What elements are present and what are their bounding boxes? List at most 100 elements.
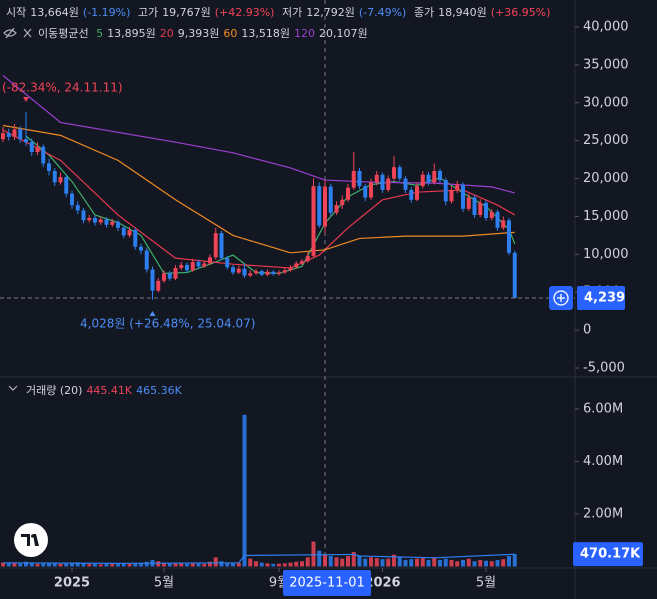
candle-body <box>501 220 506 228</box>
volume-bar <box>392 554 396 567</box>
volume-bar <box>185 563 189 567</box>
candle-body <box>121 227 126 236</box>
volume-bar <box>397 557 402 567</box>
volume-bar <box>93 563 97 567</box>
volume-bar <box>24 561 28 567</box>
volume-bar <box>449 559 454 567</box>
add-button-icon <box>553 290 569 306</box>
candle-body <box>167 273 172 279</box>
candle-body <box>179 264 184 268</box>
candle-body <box>156 280 161 291</box>
y-tick-label: 15,000 <box>583 209 629 224</box>
ma-period: 60 <box>223 27 238 40</box>
candle-body <box>351 170 356 188</box>
volume-bar <box>1 562 5 567</box>
y-tick-label: 30,000 <box>583 95 629 110</box>
candle-body <box>420 174 425 187</box>
volume-bar <box>351 552 356 567</box>
candle-body <box>282 270 287 273</box>
candle-body <box>58 177 63 183</box>
price-label: 4,239 <box>584 291 625 306</box>
volume-bar <box>12 563 17 567</box>
candle-body <box>340 199 345 206</box>
volume-bar <box>104 563 109 567</box>
candle-body <box>1 133 5 140</box>
volume-bar <box>328 555 333 567</box>
ma-value: 9,393원 <box>177 27 220 40</box>
volume-bar <box>81 563 86 567</box>
x-tick-label: 5월 <box>476 576 496 591</box>
volume-bar <box>369 557 373 567</box>
ma-legend: 이동평균선 5 13,895원 20 9,393원 60 13,518원 120 20,107… <box>38 25 372 41</box>
candle-body <box>202 263 207 267</box>
ma-period: 120 <box>293 27 315 40</box>
candle-body <box>35 146 40 153</box>
candle-body <box>357 170 362 187</box>
candle-body <box>449 189 454 202</box>
ma-line <box>2 75 515 194</box>
candle-body <box>41 146 46 164</box>
volume-value: 445.41K <box>86 384 133 397</box>
volume-bar <box>167 563 172 567</box>
y-tick-label: 10,000 <box>583 247 629 262</box>
volume-bar <box>259 562 264 567</box>
volume-bar <box>242 414 247 567</box>
volume-label-box <box>573 542 643 567</box>
ma-period: 20 <box>159 27 174 40</box>
candle-body <box>484 202 488 218</box>
label: 종가 <box>413 6 435 19</box>
add-button[interactable] <box>549 286 573 311</box>
volume-bar <box>305 557 310 567</box>
volume-bar <box>18 563 23 567</box>
candle-body <box>392 167 396 179</box>
annotation-marker <box>23 97 29 102</box>
candle-body <box>196 261 201 267</box>
volume-bar <box>173 563 178 567</box>
volume-bar <box>47 563 51 567</box>
candle-body <box>346 187 350 200</box>
volume-bar <box>87 564 92 567</box>
candle-body <box>70 193 74 206</box>
candle-body <box>231 267 235 273</box>
change: (-7.49%) <box>358 6 407 19</box>
candle-body <box>300 261 304 264</box>
volume-title: 거래량 (20) <box>26 384 83 397</box>
y-tick-label: -5,000 <box>583 361 625 376</box>
volume-bar <box>236 562 241 567</box>
crosshair-label: 2025-11-01 <box>289 576 365 591</box>
candle-body <box>127 230 132 236</box>
volume-bar <box>380 559 385 567</box>
volume-bar <box>225 562 230 567</box>
candle-body <box>104 219 109 225</box>
candle-body <box>507 220 511 253</box>
y-tick-label: 20,000 <box>583 171 629 186</box>
candle-body <box>208 257 212 264</box>
volume-bar <box>144 561 149 567</box>
y-tick-label: 40,000 <box>583 19 629 34</box>
volume-bar <box>443 558 448 567</box>
volume-bar <box>363 558 368 567</box>
logo-bg <box>14 523 48 557</box>
volume-label: 470.17K <box>580 547 641 562</box>
x-tick-label: 2026 <box>364 576 400 591</box>
volume-legend: 거래량 (20) 445.41K 465.36K <box>26 382 186 398</box>
candle-body <box>397 167 402 179</box>
volume-bar <box>346 555 350 567</box>
candle-body <box>248 273 253 276</box>
candle-body <box>317 186 322 226</box>
volume-bar <box>461 559 465 567</box>
candle-body <box>403 178 408 190</box>
volume-bar <box>409 559 414 567</box>
volume-bar <box>75 562 80 567</box>
volume-bar <box>133 562 138 567</box>
volume-bar <box>248 558 253 567</box>
volume-bar <box>41 563 46 567</box>
volume-bar <box>219 561 224 567</box>
candle-body <box>6 133 11 137</box>
label: 고가 <box>137 6 159 19</box>
candle-body <box>323 186 327 227</box>
volume-bar <box>98 564 103 567</box>
volume-bar <box>29 562 34 567</box>
candle-body <box>495 211 500 228</box>
